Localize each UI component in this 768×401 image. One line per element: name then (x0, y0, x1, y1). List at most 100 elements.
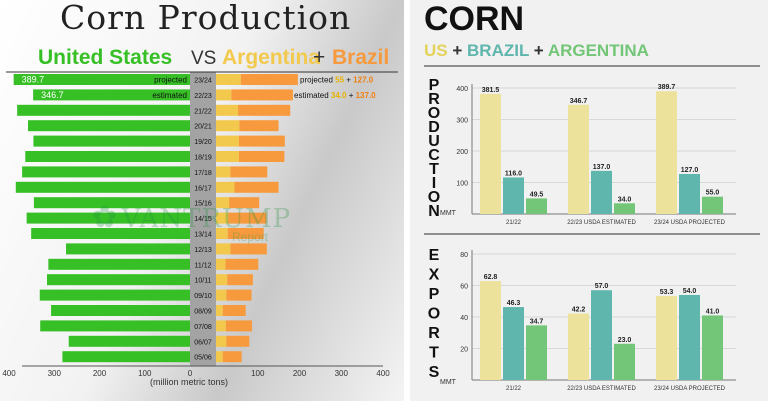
watermark-name: VANTRUMP (121, 204, 292, 234)
brazil-bar (238, 151, 285, 162)
argentina-bar (216, 243, 231, 255)
argentina-bar (216, 258, 226, 270)
production-value-label: 55.0 (706, 190, 720, 197)
year-label: 14/15 (194, 216, 212, 223)
us-bar (17, 104, 190, 116)
year-label: 11/12 (195, 262, 212, 269)
watermark-logo-icon: ✿ (92, 201, 118, 234)
year-label: 19/20 (194, 139, 212, 146)
exports-value-label: 42.2 (572, 307, 586, 314)
year-label: 16/17 (194, 185, 212, 192)
production-word-letter: R (428, 91, 440, 108)
production-word-letter: I (432, 175, 436, 192)
brazil-bar (231, 89, 293, 101)
production-value-label: 137.0 (593, 164, 611, 171)
exports-unit-label: MMT (440, 379, 456, 386)
production-diverging-chart: 23/24 22/23 21/22 20/21 19/20 18/19 17/18 16/17… (2, 71, 398, 378)
us-bar (47, 274, 191, 286)
argentina-bar (216, 104, 239, 116)
exports-us-bar (568, 313, 589, 380)
exports-argentina-bar (526, 325, 547, 380)
argentina-bar (216, 305, 223, 316)
x-tick-label-left: 300 (48, 369, 62, 378)
year-label: 10/11 (195, 278, 212, 285)
year-label: 09/10 (194, 293, 212, 300)
production-word-letter: O (428, 189, 440, 206)
production-word-letter: P (429, 77, 440, 94)
production-value-label: 389.7 (658, 84, 676, 91)
exports-word-letter: S (429, 364, 440, 381)
production-value-label: 49.5 (530, 191, 544, 198)
exports-us-bar (480, 281, 501, 380)
sa-projected-annotation: projected 55 + 127.0 (300, 76, 374, 85)
brazil-bar (230, 166, 268, 178)
exports-value-label: 53.3 (660, 289, 674, 296)
us-bar (51, 305, 190, 316)
brazil-bar (238, 104, 291, 116)
vs-label: VS (191, 48, 217, 69)
us-bar (28, 120, 190, 132)
production-word-letter: T (429, 161, 439, 178)
production-argentina-bar (526, 198, 547, 214)
year-label: 07/08 (194, 324, 212, 331)
production-word-letter: N (428, 203, 440, 220)
exports-x-category-label: 21/22 (506, 386, 522, 392)
production-argentina-bar (614, 203, 635, 214)
production-x-category-label: 23/24 USDA PROJECTED (654, 220, 726, 226)
exports-word-letter: P (429, 286, 440, 303)
exports-us-bar (656, 296, 677, 380)
exports-argentina-bar (614, 343, 635, 380)
subtitle-plus-2: + (533, 41, 544, 60)
brazil-bar (229, 197, 260, 209)
production-brazil-bar (503, 177, 524, 214)
production-word-letter: O (428, 105, 440, 122)
watermark-sub: Report (232, 230, 269, 244)
production-word-letter: C (428, 147, 440, 164)
production-value-label: 127.0 (681, 167, 699, 174)
exports-word-letter: O (428, 306, 440, 323)
year-label: 23/24 (194, 78, 212, 85)
exports-word-letter: E (429, 247, 440, 264)
us-bar (48, 258, 191, 270)
production-value-label: 346.7 (570, 98, 588, 105)
production-value-label: 381.5 (482, 87, 500, 94)
argentina-bar (216, 212, 229, 224)
production-y-tick-label: 300 (456, 118, 468, 125)
production-word-letter: D (428, 119, 440, 136)
exports-y-tick-label: 80 (460, 252, 468, 259)
exports-x-category-label: 23/24 USDA PROJECTED (654, 386, 726, 392)
production-x-category-label: 22/23 USDA ESTIMATED (567, 220, 636, 226)
year-label: 05/06 (194, 355, 212, 362)
year-label: 22/23 (194, 93, 212, 100)
us-bar (31, 228, 190, 239)
exports-brazil-bar (503, 307, 524, 380)
brazil-bar (222, 305, 246, 316)
year-label: 06/07 (194, 339, 212, 346)
argentina-bar (216, 274, 228, 286)
us-legend-label: United States (38, 46, 173, 69)
x-tick-label-right: 300 (335, 369, 349, 378)
production-y-tick-label: 200 (456, 149, 468, 156)
year-label: 08/09 (194, 309, 212, 316)
brazil-bar (228, 212, 267, 224)
production-x-category-label: 21/22 (506, 220, 522, 226)
exports-value-label: 62.8 (484, 274, 498, 281)
us-bar (39, 289, 190, 301)
us-bar (33, 135, 191, 147)
argentina-bar (216, 197, 230, 209)
production-y-tick-label: 400 (456, 86, 468, 93)
left-chart-panel: Corn Production United States VS Argenti… (0, 0, 404, 401)
production-word-letter: U (428, 133, 440, 150)
year-label: 17/18 (194, 170, 212, 177)
brazil-bar (227, 228, 264, 239)
us-projected-value: 389.7 (22, 75, 45, 85)
legend-plus: + (313, 46, 326, 69)
argentina-bar (216, 74, 241, 85)
us-bar (40, 320, 190, 332)
brazil-bar (240, 74, 298, 85)
us-bar (68, 335, 190, 347)
argentina-bar (216, 335, 227, 347)
production-unit-label: MMT (440, 210, 456, 217)
argentina-legend-label: Argentina (222, 46, 321, 69)
